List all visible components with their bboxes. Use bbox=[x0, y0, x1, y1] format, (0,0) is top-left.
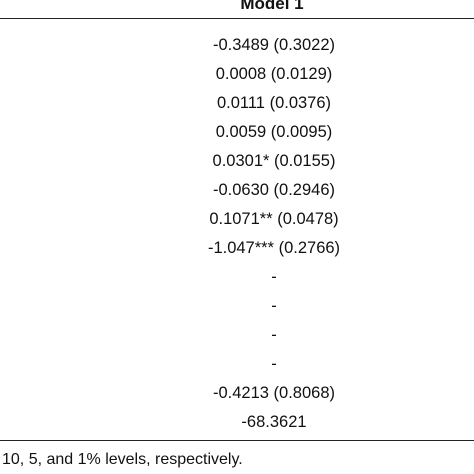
table-cell: - bbox=[271, 326, 277, 344]
table-cell: -0.4213 (0.8068) bbox=[212, 384, 335, 402]
table-cell: -68.3621 bbox=[241, 413, 307, 431]
table-cell: 0.0301* (0.0155) bbox=[212, 152, 336, 170]
bottom-rule bbox=[0, 440, 474, 441]
table-cell: 0.0059 (0.0095) bbox=[215, 123, 333, 141]
table-cell: -0.3489 (0.3022) bbox=[212, 36, 335, 54]
table-cell: 0.0008 (0.0129) bbox=[215, 65, 333, 83]
table-footnote: 10, 5, and 1% levels, respectively. bbox=[2, 451, 243, 468]
table-body: -0.3489 (0.3022) 0.0008 (0.0129) 0.0111 … bbox=[0, 19, 474, 437]
table-cell: 0.0111 (0.0376) bbox=[216, 94, 332, 112]
column-header-model-1: Model 1 bbox=[240, 0, 304, 13]
table-cell: - bbox=[271, 297, 277, 315]
table-cell: - bbox=[271, 355, 277, 373]
regression-table: Model 1 -0.3489 (0.3022) 0.0008 (0.0129)… bbox=[0, 0, 474, 437]
header-rule bbox=[0, 18, 474, 19]
table-cell: - bbox=[271, 268, 277, 286]
table-cell: -0.0630 (0.2946) bbox=[212, 181, 335, 199]
table-cell: -1.047*** (0.2766) bbox=[207, 239, 341, 257]
table-cell: 0.1071** (0.0478) bbox=[209, 210, 339, 228]
